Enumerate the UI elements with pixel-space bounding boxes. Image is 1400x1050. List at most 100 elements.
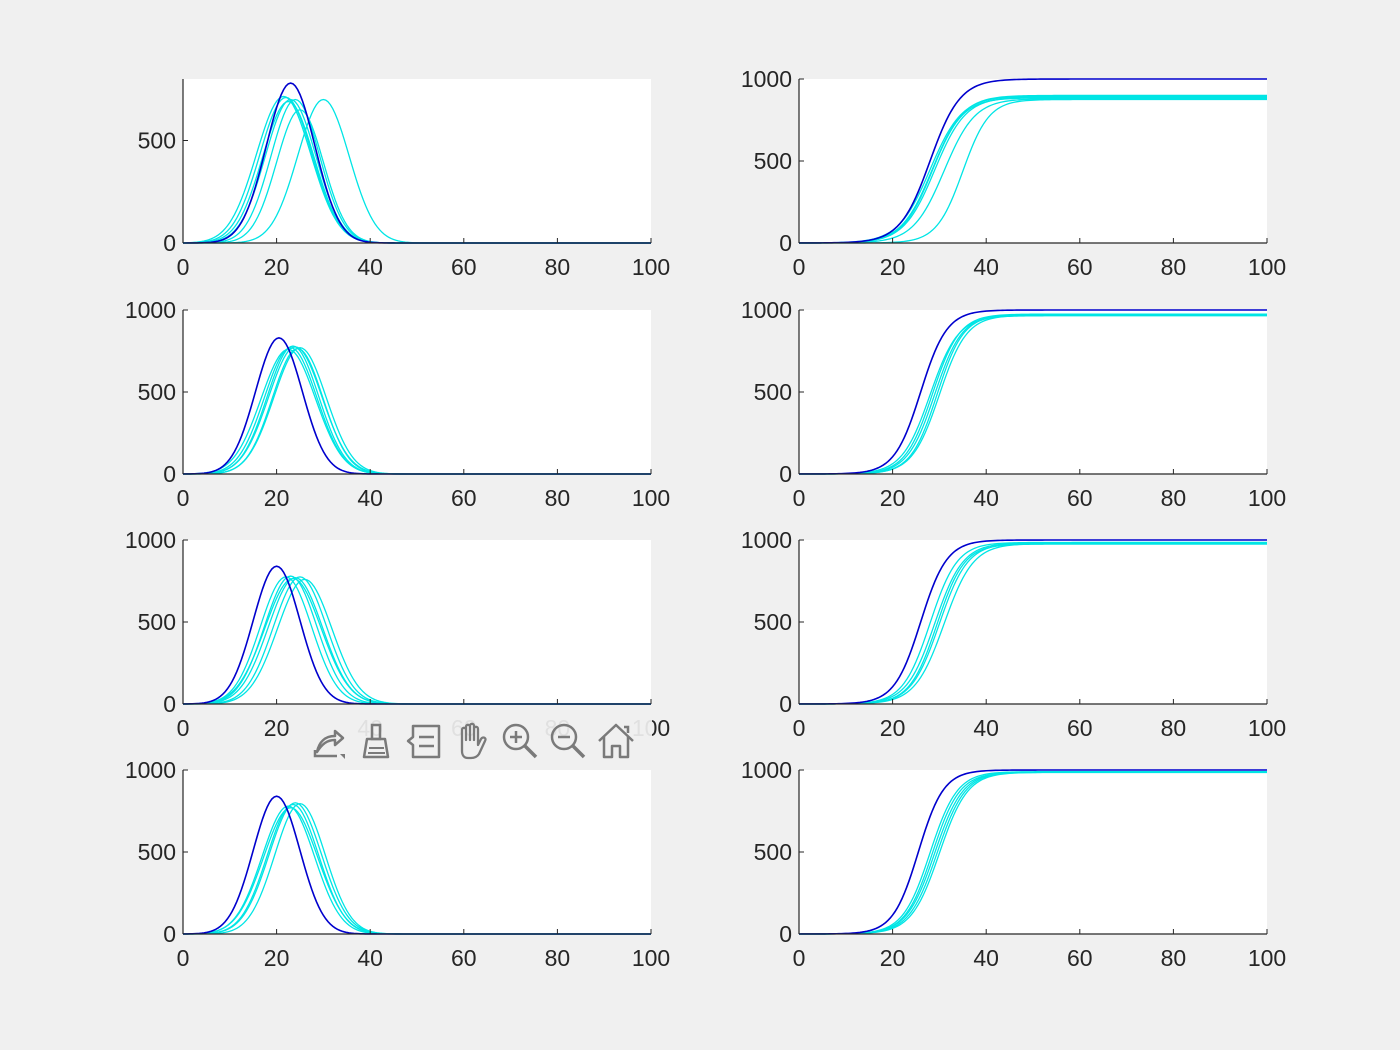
x-tick-label: 40 [357, 485, 383, 511]
x-tick-label: 20 [880, 945, 906, 971]
y-tick-label: 500 [138, 839, 176, 865]
brush-button[interactable] [354, 718, 398, 764]
plot-area [183, 310, 651, 474]
subplot-1[interactable]: 0 20 40 60 80 100 0 500 [138, 79, 671, 280]
x-tick-label: 40 [357, 254, 383, 280]
x-tick-label: 0 [793, 715, 806, 741]
ensemble-series-line [798, 315, 1267, 475]
x-tick-label: 20 [264, 485, 290, 511]
home-button[interactable] [594, 718, 638, 764]
x-tick-label: 60 [1067, 254, 1093, 280]
x-tick-label: 100 [632, 945, 670, 971]
x-tick-label: 100 [1248, 485, 1286, 511]
export-button[interactable] [306, 718, 350, 764]
y-tick-label: 500 [138, 379, 176, 405]
x-tick-label: 80 [1161, 715, 1187, 741]
axes-toolbar [300, 714, 652, 768]
data-tips-button[interactable] [402, 718, 446, 764]
y-tick-label: 1000 [741, 297, 792, 323]
ensemble-series-line [799, 771, 1267, 935]
plot-area [799, 79, 1267, 243]
x-tick-label: 40 [357, 945, 383, 971]
ensemble-series-line [799, 98, 1267, 244]
y-tick-label: 0 [163, 921, 176, 947]
x-tick-label: 0 [793, 254, 806, 280]
x-tick-label: 0 [177, 485, 190, 511]
x-tick-label: 60 [1067, 715, 1093, 741]
x-tick-label: 20 [880, 485, 906, 511]
x-tick-label: 100 [1248, 254, 1286, 280]
y-tick-label: 0 [779, 691, 792, 717]
y-tick-label: 1000 [125, 527, 176, 553]
x-tick-label: 100 [1248, 945, 1286, 971]
x-tick-label: 0 [793, 945, 806, 971]
x-tick-label: 0 [177, 945, 190, 971]
y-tick-label: 0 [163, 691, 176, 717]
x-tick-label: 20 [264, 945, 290, 971]
x-tick-label: 20 [880, 715, 906, 741]
y-tick-label: 500 [138, 128, 176, 154]
plot-area [183, 770, 651, 934]
y-tick-label: 500 [754, 839, 792, 865]
x-tick-label: 100 [632, 485, 670, 511]
x-tick-label: 80 [1161, 485, 1187, 511]
x-tick-label: 60 [451, 254, 477, 280]
export-icon [313, 729, 345, 759]
x-tick-label: 80 [545, 485, 571, 511]
zoom-in-button[interactable] [498, 718, 542, 764]
reference-series-line [798, 769, 1267, 935]
y-tick-label: 1000 [741, 66, 792, 92]
x-tick-label: 60 [451, 945, 477, 971]
y-tick-label: 1000 [741, 757, 792, 783]
y-tick-label: 0 [779, 921, 792, 947]
x-tick-label: 60 [1067, 485, 1093, 511]
brush-icon [362, 723, 390, 759]
y-tick-label: 0 [163, 461, 176, 487]
y-tick-label: 1000 [741, 527, 792, 553]
y-tick-label: 1000 [125, 297, 176, 323]
x-tick-label: 20 [264, 254, 290, 280]
x-tick-label: 80 [1161, 945, 1187, 971]
x-tick-label: 60 [451, 485, 477, 511]
x-tick-label: 40 [973, 485, 999, 511]
y-tick-label: 1000 [125, 757, 176, 783]
x-tick-label: 40 [973, 715, 999, 741]
plot-area [183, 79, 651, 243]
y-tick-label: 0 [779, 230, 792, 256]
x-tick-label: 100 [1248, 715, 1286, 741]
ensemble-series-line [799, 543, 1267, 705]
plot-area [799, 540, 1267, 704]
data-tips-icon [406, 724, 441, 759]
y-tick-label: 0 [163, 230, 176, 256]
zoom-out-icon [550, 723, 586, 759]
series-group [798, 309, 1267, 475]
series-group [798, 769, 1267, 935]
x-tick-label: 100 [632, 254, 670, 280]
x-tick-label: 80 [545, 945, 571, 971]
y-tick-label: 0 [779, 461, 792, 487]
pan-icon [460, 722, 487, 760]
pan-button[interactable] [450, 718, 494, 764]
series-group [799, 539, 1267, 705]
plot-area [799, 770, 1267, 934]
plot-area [799, 310, 1267, 474]
x-tick-label: 0 [177, 715, 190, 741]
zoom-out-button[interactable] [546, 718, 590, 764]
x-tick-label: 20 [264, 715, 290, 741]
home-icon [598, 723, 634, 759]
y-tick-label: 500 [754, 609, 792, 635]
x-tick-label: 0 [177, 254, 190, 280]
y-tick-label: 500 [754, 148, 792, 174]
reference-series-line [799, 78, 1267, 244]
x-tick-label: 40 [973, 945, 999, 971]
reference-series-line [799, 309, 1267, 475]
y-tick-label: 500 [754, 379, 792, 405]
